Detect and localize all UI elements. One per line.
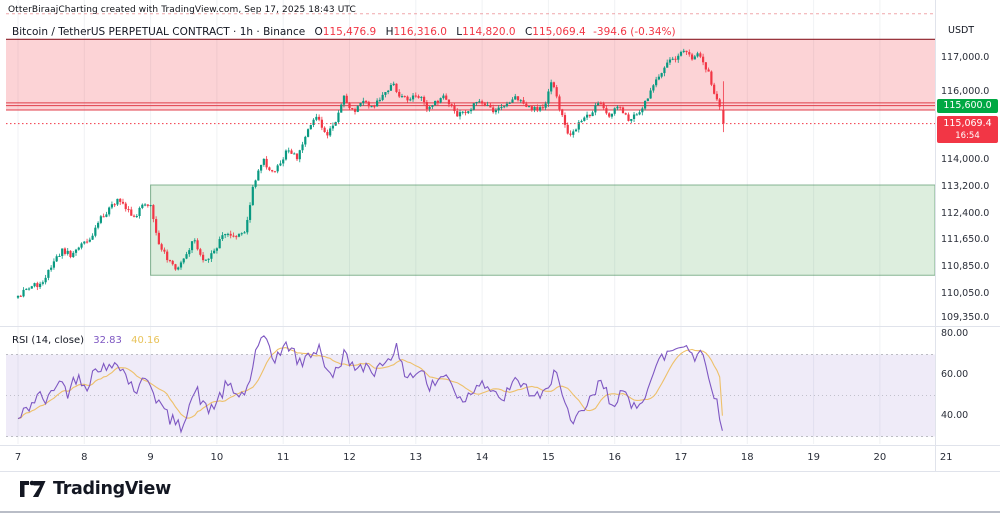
time-tick: 17	[674, 452, 688, 463]
time-tick: 11	[276, 452, 290, 463]
open-label: O	[314, 26, 323, 38]
rsi-tick: 80.00	[941, 328, 969, 339]
chart-watermark: OtterBiraajCharting created with Trading…	[8, 5, 356, 15]
high-value: 116,316.0	[393, 26, 447, 38]
quote-unit-label: USDT	[948, 25, 975, 36]
price-tick: 110,850.0	[941, 261, 990, 273]
price-tick: 109,350.0	[941, 312, 990, 324]
price-tick: 110,050.0	[941, 288, 990, 300]
bar-countdown: 16:54	[955, 130, 980, 141]
price-tick: 111,650.0	[941, 233, 990, 245]
low-label: L	[456, 26, 463, 38]
tradingview-logo-text: TradingView	[53, 479, 171, 499]
open-value: 115,476.9	[322, 26, 377, 38]
price-tick: 112,400.0	[941, 208, 990, 220]
symbol-legend[interactable]: Bitcoin / TetherUS PERPETUAL CONTRACT · …	[12, 26, 676, 38]
time-axis-divider	[0, 445, 1000, 446]
change-value: -394.6 (-0.34%)	[593, 26, 676, 38]
time-tick: 20	[873, 452, 887, 463]
price-tick: 116,000.0	[941, 86, 990, 97]
time-tick: 14	[475, 452, 489, 463]
tradingview-logo-icon	[20, 480, 46, 497]
price-axis-divider	[935, 0, 936, 471]
close-label: C	[524, 26, 533, 38]
time-tick: 15	[542, 452, 555, 463]
price-tick: 117,000.0	[941, 52, 990, 63]
high-label: H	[385, 26, 394, 38]
low-value: 114,820.0	[462, 26, 516, 38]
price-tick: 114,000.0	[941, 154, 990, 165]
time-tick: 19	[807, 452, 820, 463]
tradingview-logo[interactable]: TradingView	[20, 479, 171, 499]
time-tick: 8	[81, 452, 88, 463]
rsi-value: 32.83	[93, 335, 122, 346]
rsi-legend[interactable]: RSI (14, close) 32.83 40.16	[12, 335, 160, 346]
symbol-title[interactable]: Bitcoin / TetherUS PERPETUAL CONTRACT · …	[12, 26, 306, 38]
rsi-tick: 60.00	[941, 369, 969, 380]
time-tick: 9	[147, 452, 154, 463]
close-value: 115,069.4	[532, 26, 586, 38]
time-tick: 18	[740, 452, 754, 463]
time-tick: 7	[14, 452, 22, 463]
time-tick: 10	[210, 452, 224, 463]
price-tick: 113,200.0	[941, 181, 990, 193]
level-price-badge: 115,600.0	[937, 98, 998, 113]
rsi-ma-value: 40.16	[131, 335, 160, 346]
time-tick: 16	[608, 452, 622, 463]
current-price-badge: 115,069.4 16:54	[937, 115, 998, 143]
rsi-tick: 40.00	[941, 410, 969, 421]
time-tick: 13	[409, 452, 423, 463]
rsi-label[interactable]: RSI (14, close)	[12, 335, 85, 346]
footer-divider	[0, 471, 1000, 472]
time-tick: 21	[939, 452, 953, 463]
time-tick: 12	[343, 452, 356, 463]
pane-divider[interactable]	[0, 326, 1000, 327]
